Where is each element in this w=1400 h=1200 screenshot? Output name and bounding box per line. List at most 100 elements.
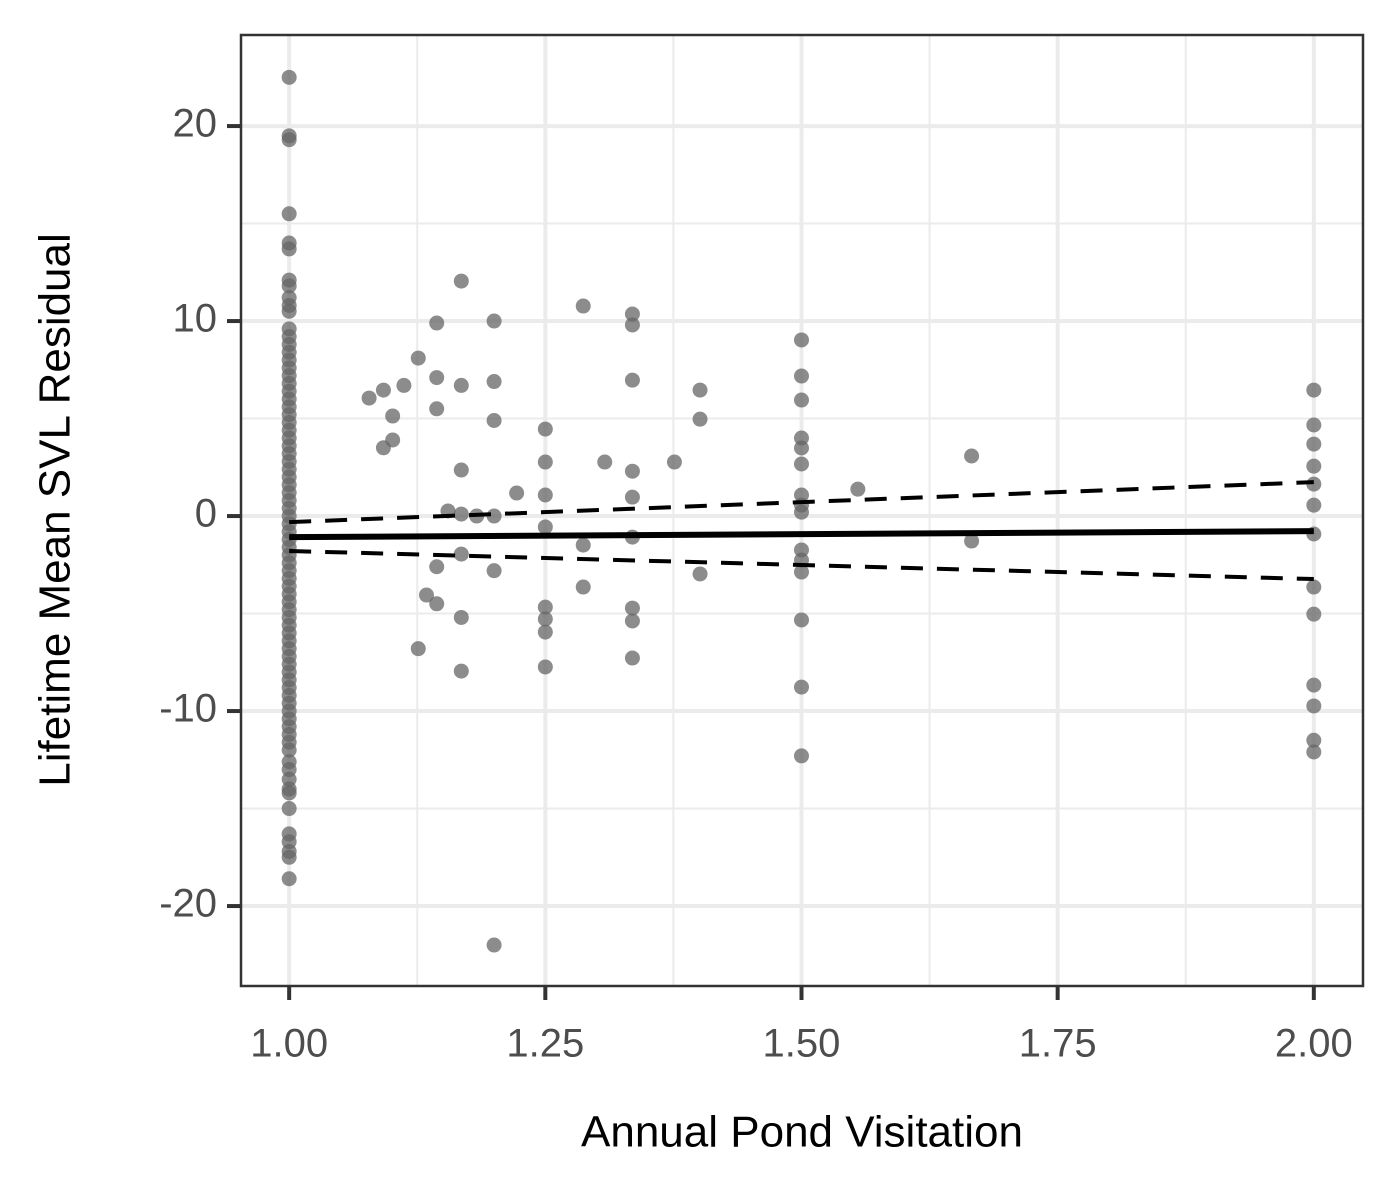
point: [793, 504, 809, 520]
point: [453, 377, 469, 393]
point: [385, 408, 401, 424]
point: [1306, 497, 1322, 513]
point: [964, 533, 980, 549]
point: [1306, 606, 1322, 622]
point: [385, 432, 401, 448]
point: [537, 599, 553, 615]
point: [537, 659, 553, 675]
confidence-line: [289, 548, 1314, 582]
point: [1306, 677, 1322, 693]
point: [964, 448, 980, 464]
point: [1306, 698, 1322, 714]
x-tick-label: 1.50: [763, 1022, 841, 1066]
point: [486, 374, 502, 390]
point: [410, 641, 426, 657]
point: [537, 487, 553, 503]
y-tick-label: 10: [173, 297, 218, 341]
point: [281, 801, 297, 817]
point: [375, 382, 391, 398]
x-tick-label: 2.00: [1275, 1022, 1353, 1066]
point: [624, 489, 640, 505]
y-tick-label: 20: [173, 102, 218, 146]
point: [537, 624, 553, 640]
point: [453, 462, 469, 478]
point: [453, 273, 469, 289]
point: [692, 566, 708, 582]
y-tick-label: -20: [159, 882, 217, 926]
point: [1306, 436, 1322, 452]
fit-line: [289, 528, 1314, 541]
point: [793, 612, 809, 628]
point: [1306, 417, 1322, 433]
point: [666, 454, 682, 470]
point: [429, 401, 445, 417]
point: [624, 463, 640, 479]
point: [281, 742, 297, 758]
point: [281, 278, 297, 294]
point: [575, 537, 591, 553]
y-axis-title: Lifetime Mean SVL Residual: [31, 233, 80, 787]
point: [453, 663, 469, 679]
point: [281, 849, 297, 865]
point: [624, 650, 640, 666]
point: [793, 440, 809, 456]
point: [486, 413, 502, 429]
point: [793, 392, 809, 408]
point: [453, 546, 469, 562]
point: [418, 587, 434, 603]
point: [396, 377, 412, 393]
point: [281, 69, 297, 85]
point: [692, 382, 708, 398]
x-tick-label: 1.75: [1019, 1022, 1097, 1066]
point: [793, 564, 809, 580]
point: [453, 609, 469, 625]
point: [575, 298, 591, 314]
point: [281, 206, 297, 222]
x-tick-label: 1.00: [250, 1022, 328, 1066]
point: [281, 871, 297, 887]
point: [281, 241, 297, 257]
point: [410, 350, 426, 366]
point: [793, 332, 809, 348]
panel-border: [239, 33, 1365, 988]
point: [509, 485, 525, 501]
point: [486, 937, 502, 953]
point: [1306, 382, 1322, 398]
y-tick-label: 0: [195, 492, 217, 536]
point: [537, 519, 553, 535]
point: [597, 454, 613, 470]
point: [361, 390, 377, 406]
confidence-line: [289, 480, 1314, 525]
point: [624, 613, 640, 629]
point: [1306, 579, 1322, 595]
point: [281, 303, 297, 319]
point: [453, 506, 469, 522]
point: [793, 748, 809, 764]
point: [1306, 458, 1322, 474]
x-tick-label: 1.25: [506, 1022, 584, 1066]
x-axis-title: Annual Pond Visitation: [581, 1108, 1023, 1157]
point: [624, 306, 640, 322]
point: [429, 370, 445, 386]
point: [429, 559, 445, 575]
point: [624, 317, 640, 333]
point: [281, 785, 297, 801]
point: [281, 132, 297, 148]
point: [793, 456, 809, 472]
point: [793, 368, 809, 384]
point: [429, 596, 445, 612]
y-tick-label: -10: [159, 687, 217, 731]
point: [793, 679, 809, 695]
point: [537, 454, 553, 470]
point: [486, 313, 502, 329]
point: [1306, 732, 1322, 748]
point: [486, 563, 502, 579]
point: [537, 611, 553, 627]
point: [429, 315, 445, 331]
point: [537, 421, 553, 437]
point: [1306, 744, 1322, 760]
point: [850, 481, 866, 497]
point: [575, 579, 591, 595]
point: [624, 372, 640, 388]
